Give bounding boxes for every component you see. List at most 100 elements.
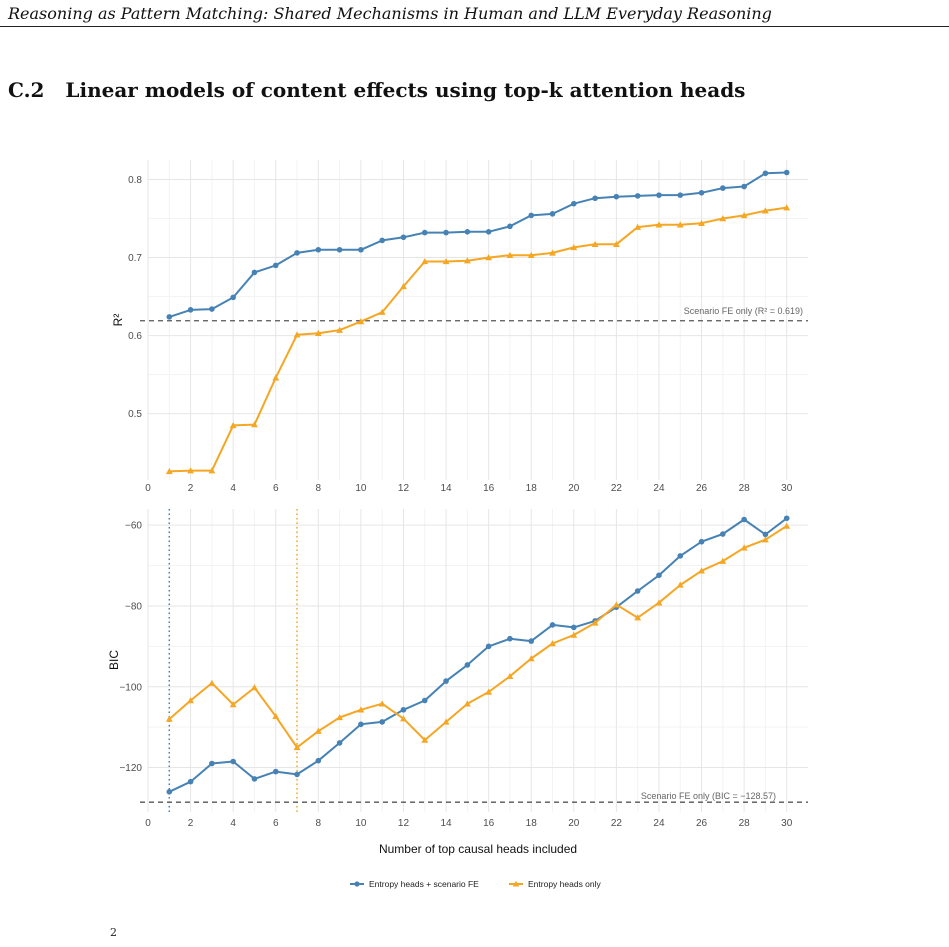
series-point-0: [400, 706, 407, 713]
series-point-1: [357, 318, 365, 325]
series-point-1: [421, 258, 429, 265]
series-point-0: [315, 246, 322, 253]
series-point-1: [549, 640, 556, 647]
series-point-1: [336, 326, 344, 333]
x-tick-label: 14: [441, 483, 453, 494]
series-point-1: [442, 718, 450, 725]
series-point-0: [677, 192, 684, 198]
series-point-0: [634, 588, 641, 594]
series-point-0: [720, 185, 726, 191]
series-point-1: [378, 700, 386, 707]
series-point-0: [230, 758, 236, 765]
series-point-1: [357, 706, 365, 713]
series-point-0: [187, 778, 194, 785]
series-point-1: [719, 557, 727, 564]
series-point-1: [698, 567, 705, 574]
series-point-0: [677, 553, 684, 559]
series-point-0: [421, 697, 428, 704]
x-tick-label: 4: [230, 483, 236, 494]
series-point-0: [698, 538, 705, 545]
series-point-0: [464, 662, 471, 668]
reference-line-label: Scenario FE only (BIC = −128.57): [641, 791, 776, 801]
series-point-0: [443, 678, 449, 684]
series-point-0: [549, 211, 556, 217]
series-point-0: [379, 719, 385, 725]
series-point-1: [612, 240, 620, 248]
x-axis-label: Number of top causal heads included: [379, 842, 577, 856]
x-tick-label: 30: [781, 483, 793, 494]
x-tick-label: 6: [273, 818, 279, 829]
series-point-1: [740, 212, 748, 219]
x-tick-label: 16: [483, 483, 495, 494]
x-tick-label: 18: [526, 818, 538, 829]
x-tick-label: 8: [316, 483, 322, 494]
series-point-0: [166, 789, 173, 795]
series-point-1: [676, 581, 684, 588]
x-tick-label: 22: [611, 818, 623, 829]
series-point-0: [187, 307, 194, 313]
x-tick-label: 10: [355, 483, 367, 494]
series-point-0: [272, 768, 279, 775]
series-point-0: [549, 622, 556, 628]
series-point-1: [740, 544, 748, 551]
series-point-1: [463, 257, 471, 264]
series-point-1: [719, 215, 727, 222]
section-number: C.2: [8, 78, 45, 102]
series-point-0: [358, 721, 364, 728]
reference-line-label: Scenario FE only (R² = 0.619): [684, 306, 803, 316]
series-point-0: [528, 212, 535, 219]
x-tick-label: 24: [653, 818, 665, 829]
series-point-1: [165, 468, 173, 475]
y-tick-label: −60: [125, 521, 142, 532]
series-point-1: [378, 308, 386, 315]
series-point-1: [783, 522, 791, 529]
series-point-1: [527, 251, 535, 258]
x-tick-label: 6: [273, 483, 279, 494]
running-header: Reasoning as Pattern Matching: Shared Me…: [8, 4, 772, 23]
x-tick-label: 28: [739, 818, 751, 829]
series-point-1: [187, 697, 194, 704]
series-point-0: [656, 572, 662, 579]
series-point-1: [293, 743, 301, 751]
legend-label-0: Entropy heads + scenario FE: [369, 879, 479, 889]
x-tick-label: 0: [145, 483, 151, 494]
series-point-0: [485, 643, 492, 650]
series-point-0: [209, 760, 215, 767]
y-tick-label: −120: [119, 763, 142, 774]
caption-fragment: 2: [110, 926, 117, 939]
series-point-0: [741, 183, 747, 190]
series-point-1: [229, 701, 237, 708]
series-point-1: [463, 700, 471, 707]
series-point-0: [571, 624, 577, 631]
series-point-1: [314, 727, 322, 734]
x-tick-label: 0: [145, 818, 151, 829]
series-point-1: [655, 221, 663, 228]
series-line-0: [168, 517, 788, 793]
series-point-0: [230, 294, 236, 301]
series-point-1: [251, 684, 258, 691]
series-point-1: [208, 679, 216, 686]
series-point-1: [400, 715, 407, 722]
series-point-1: [762, 536, 769, 543]
series-point-1: [208, 467, 216, 474]
series-point-0: [251, 269, 258, 276]
x-tick-label: 12: [398, 483, 410, 494]
series-point-1: [485, 254, 493, 261]
series-point-1: [634, 614, 642, 621]
x-tick-label: 26: [696, 483, 708, 494]
series-point-0: [421, 229, 428, 236]
series-point-1: [570, 244, 578, 251]
x-tick-label: 20: [568, 818, 580, 829]
series-point-0: [783, 169, 790, 176]
series-point-0: [400, 234, 407, 241]
series-point-1: [655, 599, 663, 606]
x-tick-label: 14: [441, 818, 453, 829]
header-rule: [0, 26, 949, 27]
series-point-0: [762, 531, 769, 538]
series-point-1: [336, 714, 344, 721]
x-tick-label: 26: [696, 818, 708, 829]
series-point-1: [527, 655, 535, 662]
series-point-0: [443, 229, 449, 236]
series-point-1: [442, 258, 450, 265]
